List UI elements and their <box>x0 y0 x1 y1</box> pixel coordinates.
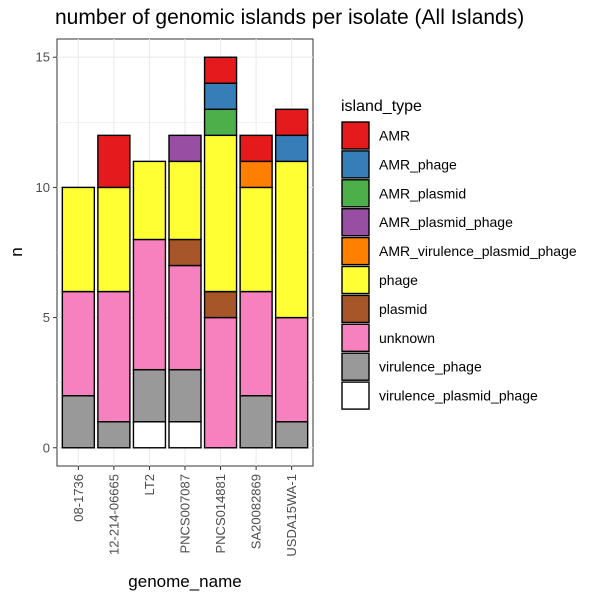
bar-segment-unknown <box>132 238 167 371</box>
legend-key-unknown <box>341 323 370 352</box>
legend: island_type AMR AMR_phage AMR_plasmid AMR_p… <box>341 98 577 410</box>
bar-segment-AMR <box>203 56 238 84</box>
legend-title: island_type <box>341 98 422 115</box>
y-axis: 0 5 10 15 <box>36 50 57 455</box>
bar-segment-unknown <box>203 316 238 449</box>
bar-segment-virulence_phage <box>274 421 309 449</box>
legend-key-AMR_phage <box>341 150 370 179</box>
legend-label-AMR_plasmid_phage: AMR_plasmid_phage <box>379 214 513 230</box>
legend-key-AMR_plasmid_phage <box>341 207 370 237</box>
bar-segment-unknown <box>97 290 131 423</box>
legend-label-AMR_plasmid: AMR_plasmid <box>379 185 466 201</box>
bar-segment-AMR <box>274 108 309 137</box>
bar-segment-virulence_phage <box>132 368 167 423</box>
bar-segment-AMR_phage <box>203 82 238 110</box>
bar-segment-AMR_plasmid_phage <box>168 134 202 163</box>
y-tick-label: 0 <box>43 440 50 455</box>
x-tick-label: USDA15WA-1 <box>284 474 299 557</box>
bar-segment-AMR <box>97 134 131 189</box>
bar-segment-virulence_phage <box>61 395 96 449</box>
bar-segment-AMR <box>239 134 273 163</box>
legend-label-unknown: unknown <box>379 330 435 346</box>
bar-segment-phage <box>274 160 309 319</box>
bar-segment-AMR_plasmid <box>203 108 238 137</box>
bar-segment-AMR_phage <box>274 134 309 163</box>
legend-label-AMR_virulence_plasmid_phage: AMR_virulence_plasmid_phage <box>379 243 577 259</box>
legend-label-AMR: AMR <box>379 128 410 144</box>
legend-label-phage: phage <box>379 272 418 288</box>
legend-key-plasmid <box>341 294 370 324</box>
x-axis: 08-1736 12-214-06665 LT2 PNCS007087 PNCS0148… <box>71 466 299 557</box>
bar-segment-phage <box>61 186 96 293</box>
legend-label-AMR_phage: AMR_phage <box>379 156 457 172</box>
legend-label-virulence_plasmid_phage: virulence_plasmid_phage <box>379 388 538 404</box>
x-tick-label: 08-1736 <box>71 474 86 522</box>
bar-segment-AMR_virulence_plasmid_phage <box>239 160 273 189</box>
x-tick-label: LT2 <box>142 474 157 495</box>
bar-segment-unknown <box>61 290 96 397</box>
bar-segment-plasmid <box>168 238 202 267</box>
legend-label-virulence_phage: virulence_phage <box>379 359 482 375</box>
x-tick-label: SA20082869 <box>249 474 264 549</box>
bars <box>61 56 309 449</box>
legend-key-virulence_plasmid_phage <box>341 381 370 410</box>
bar-segment-virulence_plasmid_phage <box>168 421 202 449</box>
chart-title: number of genomic islands per isolate (A… <box>55 6 524 29</box>
bar-segment-plasmid <box>203 290 238 319</box>
bar-segment-phage <box>132 160 167 241</box>
bar-segment-phage <box>168 160 202 241</box>
bar-segment-virulence_phage <box>239 395 273 449</box>
bar-segment-unknown <box>168 264 202 371</box>
y-tick-label: 10 <box>36 180 50 195</box>
bar-segment-phage <box>97 186 131 293</box>
x-tick-label: PNCS014881 <box>213 474 228 554</box>
bar-segment-phage <box>203 134 238 293</box>
bar-segment-phage <box>239 186 273 293</box>
legend-key-AMR_virulence_plasmid_phage <box>341 236 370 266</box>
legend-key-AMR <box>341 121 370 150</box>
bar-segment-virulence_phage <box>168 368 202 423</box>
legend-key-virulence_phage <box>341 352 370 381</box>
bar-segment-unknown <box>274 316 309 423</box>
y-tick-label: 15 <box>36 50 50 65</box>
legend-key-phage <box>341 265 370 295</box>
y-tick-label: 5 <box>43 310 50 325</box>
bar-segment-virulence_plasmid_phage <box>132 421 167 449</box>
x-tick-label: 12-214-06665 <box>106 474 121 555</box>
x-tick-label: PNCS007087 <box>178 474 193 554</box>
legend-key-AMR_plasmid <box>341 179 370 208</box>
legend-label-plasmid: plasmid <box>379 301 427 317</box>
bar-segment-unknown <box>239 290 273 397</box>
x-axis-title: genome_name <box>128 572 241 591</box>
y-axis-title: n <box>7 247 26 256</box>
bar-segment-virulence_phage <box>97 421 131 449</box>
